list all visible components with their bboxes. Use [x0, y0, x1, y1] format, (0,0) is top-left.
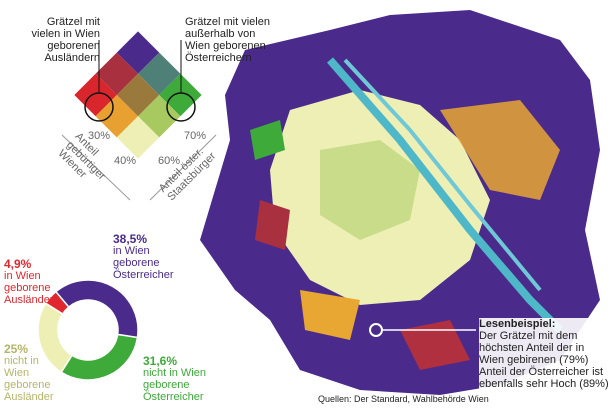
donut: [37, 279, 139, 381]
source: Quellen: Der Standard, Wahlbehörde Wien: [318, 394, 489, 404]
axis-tick: 70%: [184, 130, 207, 142]
donut-segment: [54, 279, 139, 339]
value-label: 31,6%: [143, 354, 178, 368]
callout-text: Der Grätzel mit dem höchsten Anteil der …: [479, 330, 609, 390]
axis-tick: 30%: [88, 130, 111, 142]
donut-label: 38,5% in Wien geborene Österreicher: [113, 233, 183, 281]
map-south: [300, 290, 360, 340]
donut-label: 31,6% nicht in Wien geborene Österreicher: [143, 355, 253, 403]
category-label: in Wien geborene Ausländer: [4, 270, 54, 306]
map-west: [255, 200, 290, 250]
map-inner: [320, 140, 420, 240]
callout: Lesenbeispiel: Der Grätzel mit dem höchs…: [479, 318, 609, 390]
donut-label: 25% nicht in Wien geborene Ausländer: [4, 343, 64, 403]
category-label: nicht in Wien geborene Österreicher: [143, 367, 206, 403]
legend-left-label: Grätzel mit vielen in Wien geborenen Aus…: [31, 16, 100, 64]
value-label: 4,9%: [4, 257, 32, 271]
map-patch: [250, 120, 285, 160]
danube-canal: [343, 58, 542, 292]
axis-tick: 40%: [114, 155, 137, 167]
axis-tick: 60%: [158, 155, 181, 167]
legend-right-label: Grätzel mit vielen außerhalb von Wien ge…: [185, 16, 270, 64]
value-label: 38,5%: [113, 232, 148, 246]
category-label: in Wien geborene Österreicher: [113, 245, 174, 281]
donut-segment: [44, 290, 70, 315]
axis-line: [61, 134, 131, 201]
donut-segment: [60, 333, 139, 381]
callout-title: Lesenbeispiel:: [479, 318, 556, 330]
value-label: 25%: [4, 342, 29, 356]
donut-label: 4,9% in Wien geborene Ausländer: [4, 258, 79, 306]
danube: [326, 57, 563, 333]
axis-line: [149, 134, 217, 201]
category-label: nicht in Wien geborene Ausländer: [4, 355, 54, 403]
map-east: [440, 100, 560, 200]
map: [200, 10, 600, 395]
map-patch: [400, 320, 470, 370]
